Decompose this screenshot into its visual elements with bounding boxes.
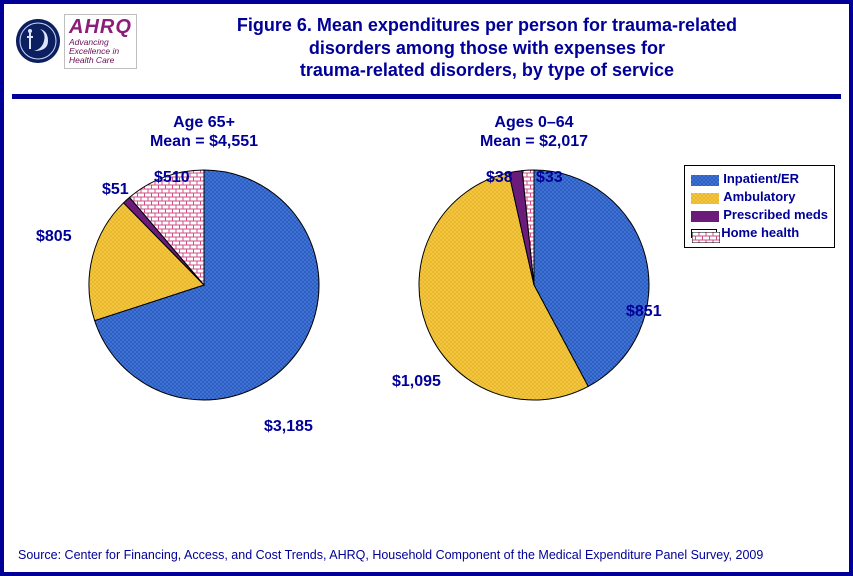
horizontal-rule: [12, 94, 841, 99]
pie-label: $851: [626, 303, 662, 321]
legend-label: Ambulatory: [723, 188, 795, 206]
legend-item: Inpatient/ER: [691, 170, 828, 188]
ahrq-logo: AHRQ AdvancingExcellence inHealth Care: [64, 14, 137, 69]
legend-item: Prescribed meds: [691, 206, 828, 224]
source-citation: Source: Center for Financing, Access, an…: [18, 548, 763, 562]
figure-frame: AHRQ AdvancingExcellence inHealth Care F…: [0, 0, 853, 576]
pie-label: $510: [154, 169, 190, 187]
pie-svg-right: [414, 165, 654, 405]
hhs-seal-icon: [16, 19, 60, 63]
legend-swatch: [691, 191, 719, 202]
title-line-2: disorders among those with expenses for: [147, 37, 827, 60]
ahrq-wordmark: AHRQ: [69, 17, 132, 37]
pie-title-left: Age 65+Mean = $4,551: [44, 113, 364, 151]
pie-label: $805: [36, 228, 72, 246]
chart-area: Age 65+Mean = $4,551 $3,185 $805 $51 $510 A…: [4, 109, 849, 509]
legend-swatch: [691, 229, 717, 238]
pie-label: $3,185: [264, 418, 313, 436]
logo-block: AHRQ AdvancingExcellence inHealth Care: [16, 14, 137, 69]
ahrq-tagline: AdvancingExcellence inHealth Care: [69, 38, 132, 65]
pie-svg-left: [84, 165, 324, 405]
legend-swatch: [691, 209, 719, 220]
pie-chart-age-65plus: Age 65+Mean = $4,551 $3,185$805$51$510: [44, 113, 364, 405]
header: AHRQ AdvancingExcellence inHealth Care F…: [4, 4, 849, 94]
legend-swatch: [691, 173, 719, 184]
legend-item: Home health: [691, 224, 828, 242]
legend: Inpatient/ERAmbulatoryPrescribed medsHom…: [684, 165, 835, 249]
legend-label: Inpatient/ER: [723, 170, 799, 188]
legend-label: Prescribed meds: [723, 206, 828, 224]
title-line-3: trauma-related disorders, by type of ser…: [147, 59, 827, 82]
legend-label: Home health: [721, 224, 799, 242]
pie-label: $38: [486, 169, 513, 187]
figure-title: Figure 6. Mean expenditures per person f…: [137, 14, 837, 82]
pie-chart-age-0-64: Ages 0–64Mean = $2,017 $851 $1,095 $38 $33: [374, 113, 694, 405]
pie-title-right: Ages 0–64Mean = $2,017: [374, 113, 694, 151]
title-line-1: Figure 6. Mean expenditures per person f…: [147, 14, 827, 37]
pie-label: $1,095: [392, 373, 441, 391]
pie-label: $33: [536, 169, 563, 187]
pie-label: $51: [102, 181, 129, 199]
legend-item: Ambulatory: [691, 188, 828, 206]
